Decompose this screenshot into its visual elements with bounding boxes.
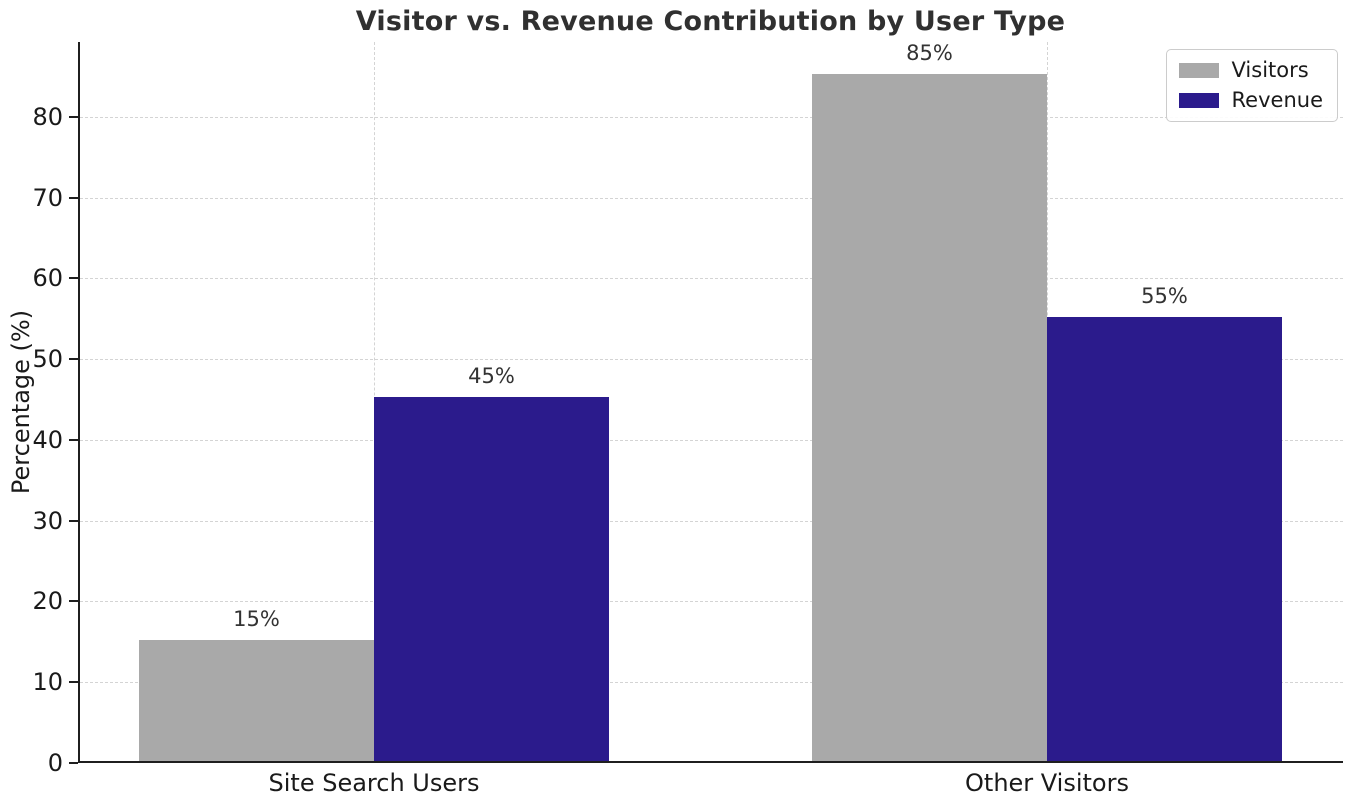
bar-visitors-0 bbox=[139, 639, 374, 761]
y-tick-label: 40 bbox=[32, 425, 63, 454]
bar-value-label: 55% bbox=[1141, 283, 1188, 308]
legend-swatch-icon bbox=[1178, 63, 1219, 78]
y-tick-label: 0 bbox=[47, 749, 63, 777]
y-tick-mark bbox=[69, 600, 78, 603]
h-gridline bbox=[80, 197, 1343, 199]
x-category-label: Site Search Users bbox=[268, 769, 480, 797]
y-tick-label: 60 bbox=[32, 264, 63, 293]
y-tick-label: 50 bbox=[32, 345, 63, 374]
bar-revenue-1 bbox=[1047, 316, 1282, 761]
y-tick-mark bbox=[69, 438, 78, 441]
y-axis-label: Percentage (%) bbox=[7, 309, 35, 495]
y-tick-label: 70 bbox=[32, 183, 63, 212]
h-gridline bbox=[80, 601, 1343, 603]
bar-visitors-1 bbox=[812, 74, 1047, 761]
h-gridline bbox=[80, 682, 1343, 684]
y-tick-mark bbox=[69, 519, 78, 522]
h-gridline bbox=[80, 439, 1343, 441]
legend-swatch-icon bbox=[1178, 93, 1219, 108]
y-tick-label: 20 bbox=[32, 587, 63, 616]
legend-label: Revenue bbox=[1231, 88, 1323, 112]
bar-value-label: 15% bbox=[233, 606, 280, 631]
bar-value-label: 85% bbox=[906, 41, 953, 66]
h-gridline bbox=[80, 116, 1343, 118]
y-tick-mark bbox=[69, 277, 78, 280]
y-tick-mark bbox=[69, 196, 78, 199]
y-tick-label: 80 bbox=[32, 102, 63, 131]
legend-entry-visitors: Visitors bbox=[1178, 58, 1323, 82]
legend: Visitors Revenue bbox=[1165, 49, 1338, 122]
x-category-label: Other Visitors bbox=[965, 769, 1129, 797]
legend-entry-revenue: Revenue bbox=[1178, 88, 1323, 112]
plot-area: Visitors Revenue 0 10 20 30 40 50 60 70 80 15% 85% 4… bbox=[32, 41, 1343, 797]
y-tick-mark bbox=[69, 358, 78, 361]
y-tick-mark bbox=[69, 115, 78, 118]
h-gridline bbox=[80, 520, 1343, 522]
y-tick-label: 10 bbox=[32, 668, 63, 697]
bar-value-label: 45% bbox=[468, 364, 515, 389]
legend-label: Visitors bbox=[1231, 58, 1309, 82]
y-tick-label: 30 bbox=[32, 506, 63, 535]
y-tick-mark bbox=[69, 681, 78, 684]
y-tick-mark bbox=[69, 762, 78, 764]
bar-revenue-0 bbox=[374, 397, 609, 761]
h-gridline bbox=[80, 359, 1343, 361]
h-gridline bbox=[80, 278, 1343, 280]
chart-title: Visitor vs. Revenue Contribution by User… bbox=[355, 6, 1066, 37]
